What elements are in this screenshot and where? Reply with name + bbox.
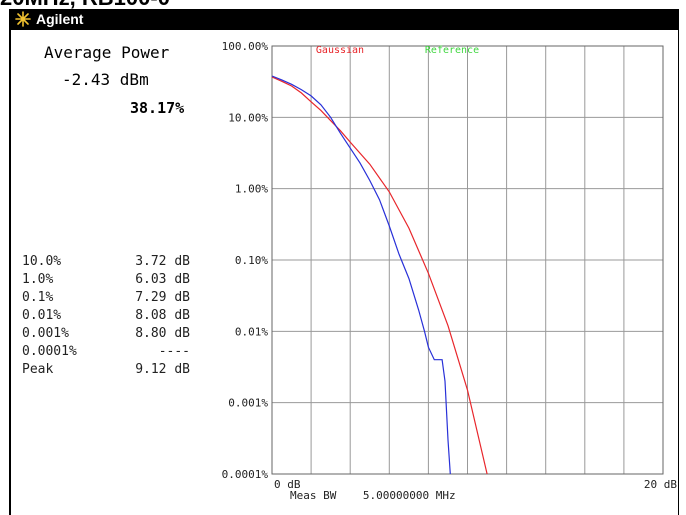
x-tick-label: 0 dB (274, 478, 301, 491)
y-tick-label: 0.0001% (222, 468, 269, 481)
stat-value: 7.29 dB (135, 290, 190, 305)
series-line (271, 75, 451, 475)
legend-label: Reference (425, 45, 479, 56)
stat-label: Peak (22, 362, 54, 377)
window-left-border (9, 30, 11, 515)
plot-frame (271, 45, 664, 475)
stat-label: 10.0% (22, 254, 62, 269)
meas-bw-annotation: Meas BW 5.00000000 MHz (290, 489, 456, 502)
stat-label: 0.01% (22, 308, 62, 323)
average-power-percent: 38.17% (130, 99, 185, 117)
title-bar: Agilent (9, 9, 679, 30)
average-power-title: Average Power (44, 43, 170, 62)
y-tick-label: 0.01% (235, 325, 268, 338)
stat-value: 8.08 dB (135, 308, 190, 323)
y-tick-label: 10.00% (228, 111, 268, 124)
stat-value: ---- (158, 344, 190, 359)
agilent-spark-icon (15, 11, 31, 27)
stat-value: 6.03 dB (135, 272, 190, 287)
y-tick-label: 0.10% (235, 254, 268, 267)
y-tick-label: 100.00% (222, 40, 269, 53)
y-tick-label: 0.001% (228, 397, 268, 410)
stat-value: 8.80 dB (135, 326, 190, 341)
y-tick-label: 1.00% (235, 183, 268, 196)
stat-label: 1.0% (22, 272, 54, 287)
window-caption-title: 20MHz, RB100-0 (0, 0, 300, 9)
stat-label: 0.0001% (22, 344, 77, 359)
series-line (271, 76, 488, 475)
stat-value: 9.12 dB (135, 362, 190, 377)
legend-label: Gaussian (316, 45, 364, 56)
stat-value: 3.72 dB (135, 254, 190, 269)
stat-label: 0.1% (22, 290, 54, 305)
average-power-value: -2.43 dBm (62, 70, 149, 89)
x-tick-label: 20 dB (644, 478, 677, 491)
stat-label: 0.001% (22, 326, 69, 341)
window-right-border (678, 30, 679, 515)
brand-name: Agilent (36, 11, 84, 27)
